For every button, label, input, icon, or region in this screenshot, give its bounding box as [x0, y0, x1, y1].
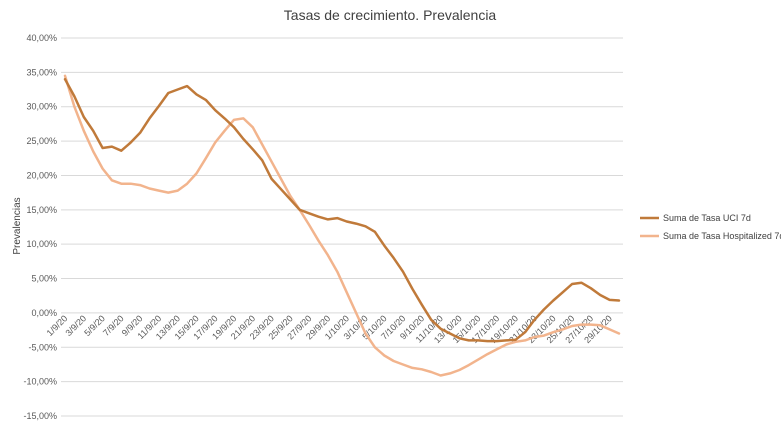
- series-line-1: [63, 74, 621, 377]
- y-tick-label: 35,00%: [26, 67, 57, 77]
- y-tick-label: -15,00%: [23, 411, 57, 421]
- legend: Suma de Tasa UCI 7d Suma de Tasa Hospital…: [640, 213, 781, 241]
- y-tick-label: 10,00%: [26, 239, 57, 249]
- series-line-0: [63, 77, 621, 343]
- y-tick-label: 40,00%: [26, 33, 57, 43]
- y-tick-label: -5,00%: [28, 342, 57, 352]
- y-tick-label: 25,00%: [26, 136, 57, 146]
- series-lines: [63, 74, 621, 377]
- y-axis-label: Prevalencias: [12, 197, 23, 254]
- y-tick-label: -10,00%: [23, 377, 57, 387]
- y-tick-label: 30,00%: [26, 102, 57, 112]
- y-tick-label: 0,00%: [31, 308, 57, 318]
- gridlines: [61, 37, 623, 417]
- y-tick-label: 20,00%: [26, 170, 57, 180]
- y-tick-label: 5,00%: [31, 274, 57, 284]
- chart-title: Tasas de crecimiento. Prevalencia: [284, 7, 497, 23]
- y-tick-label: 15,00%: [26, 205, 57, 215]
- legend-label: Suma de Tasa UCI 7d: [663, 213, 751, 223]
- y-axis-ticks: 40,00% 35,00% 30,00% 25,00% 20,00% 15,00% 10,0…: [23, 33, 57, 421]
- legend-label: Suma de Tasa Hospitalized 7d: [663, 231, 781, 241]
